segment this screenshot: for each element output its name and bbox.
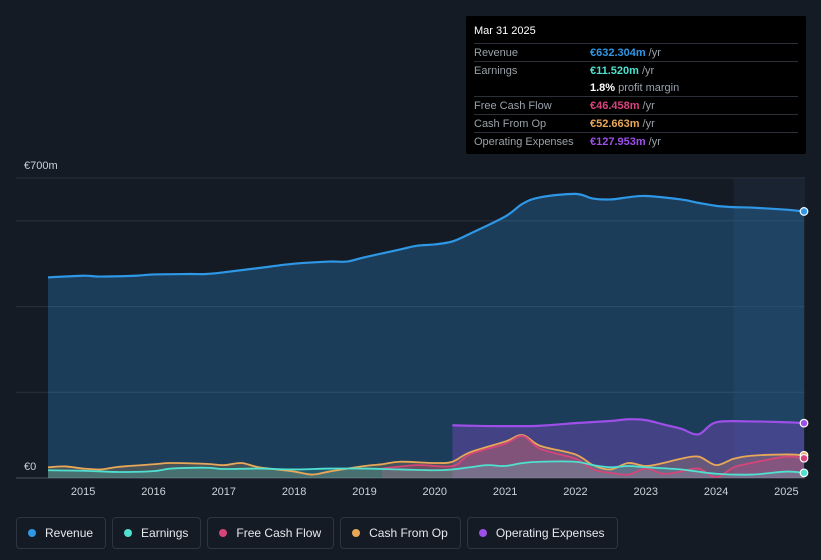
- tooltip-row-label: Operating Expenses: [474, 135, 574, 148]
- end-marker-free-cash-flow: [799, 453, 809, 463]
- legend-label: Operating Expenses: [495, 526, 605, 540]
- x-tick-label: 2016: [141, 486, 165, 498]
- series-lines: [47, 192, 805, 479]
- area-operating-expenses: [452, 419, 804, 478]
- legend-dot-icon: [124, 529, 133, 537]
- y-tick-label-top: €700m: [24, 160, 58, 172]
- legend-dot-icon: [352, 529, 361, 537]
- line-free-cash-flow: [381, 435, 805, 479]
- tooltip-row-unit: /yr: [642, 117, 655, 130]
- tooltip-row-value: €632.304m: [590, 46, 646, 59]
- tooltip-row-label: Revenue: [474, 46, 519, 59]
- tooltip-row-value: €11.520m: [590, 64, 639, 77]
- tooltip-row-value: €52.663m: [590, 117, 640, 130]
- x-tick-label: 2022: [563, 486, 587, 498]
- tooltip-row: Operating Expenses €127.953m/yr: [474, 132, 798, 150]
- tooltip-row: Cash From Op €52.663m/yr: [474, 114, 798, 132]
- line-operating-expenses: [452, 418, 805, 436]
- tooltip-row-label: Free Cash Flow: [474, 99, 552, 112]
- tooltip-row: Revenue €632.304m/yr: [474, 43, 798, 61]
- legend-dot-icon: [28, 529, 36, 537]
- tooltip-row-unit: /yr: [641, 64, 655, 77]
- highlight-band: [733, 178, 805, 478]
- end-marker-revenue: [799, 207, 809, 216]
- legend-item-operating-expenses[interactable]: Operating Expenses: [466, 517, 618, 549]
- line-earnings: [47, 460, 805, 476]
- end-marker-earnings: [799, 468, 809, 478]
- legend-label: Cash From Op: [369, 526, 448, 540]
- legend-label: Revenue: [45, 526, 94, 540]
- line-cash-from-op: [47, 434, 805, 476]
- area-cash-from-op: [48, 435, 804, 478]
- tooltip-row-value: €46.458m: [590, 99, 640, 112]
- tooltip-row-unit: /yr: [642, 99, 655, 112]
- legend: Revenue Earnings Free Cash Flow Cash From O…: [16, 517, 618, 549]
- tooltip-row-label: Cash From Op: [474, 117, 547, 130]
- legend-item-cash-from-op[interactable]: Cash From Op: [340, 517, 461, 549]
- x-tick-label: 2024: [704, 486, 728, 498]
- end-marker-operating-expenses: [799, 418, 809, 428]
- legend-dot-icon: [219, 529, 228, 537]
- tooltip-panel: Mar 31 2025 Revenue €632.304m/yr Earnings €…: [466, 16, 806, 154]
- series-areas: [48, 193, 804, 478]
- x-axis-ticks: 2015 2016 2017 2018 2019 2020 2021 2022 2023 2024…: [71, 486, 799, 498]
- tooltip-row-value: 1.8%: [590, 81, 616, 94]
- grid-lines: [16, 177, 805, 479]
- tooltip-row: Free Cash Flow €46.458m/yr: [474, 96, 798, 114]
- legend-label: Free Cash Flow: [236, 526, 322, 540]
- tooltip-row-label: Earnings: [474, 64, 518, 77]
- tooltip-row-unit: /yr: [648, 46, 661, 59]
- tooltip-row-unit: /yr: [648, 135, 661, 148]
- x-tick-label: 2017: [212, 486, 236, 498]
- legend-label: Earnings: [141, 526, 189, 540]
- area-free-cash-flow: [382, 435, 804, 478]
- legend-item-earnings[interactable]: Earnings: [112, 517, 202, 549]
- y-tick-label-zero: €0: [24, 461, 36, 473]
- x-tick-label: 2018: [282, 486, 306, 498]
- line-revenue: [47, 192, 805, 279]
- x-tick-label: 2015: [71, 486, 95, 498]
- tooltip-row-value: €127.953m: [590, 135, 646, 148]
- x-tick-label: 2019: [352, 486, 376, 498]
- tooltip-row: 1.8% profit margin: [474, 79, 798, 96]
- tooltip-row-unit: profit margin: [618, 81, 680, 94]
- x-tick-label: 2021: [493, 486, 517, 498]
- legend-item-free-cash-flow[interactable]: Free Cash Flow: [207, 517, 335, 549]
- x-tick-label: 2020: [423, 486, 447, 498]
- x-tick-label: 2025: [774, 486, 798, 498]
- series-end-markers: [799, 207, 809, 478]
- area-revenue: [48, 193, 804, 478]
- chart-canvas: €700m €0 2015 2016 2017 2018 2019 2020 2021 202…: [16, 160, 809, 498]
- x-tick-label: 2023: [634, 486, 658, 498]
- tooltip-date: Mar 31 2025: [474, 25, 536, 37]
- tooltip-row: Earnings €11.520m/yr: [474, 61, 798, 79]
- legend-item-revenue[interactable]: Revenue: [16, 517, 107, 549]
- legend-dot-icon: [478, 529, 487, 537]
